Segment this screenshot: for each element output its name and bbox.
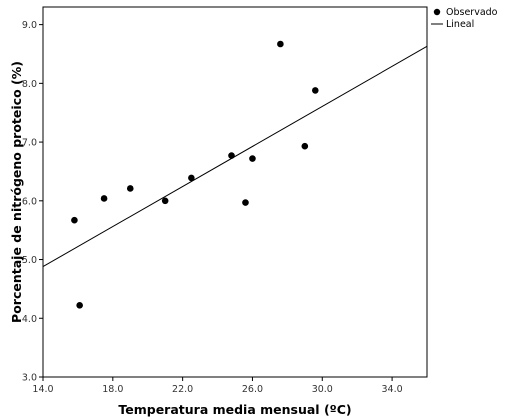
y-tick-label: 6.0 [22,196,37,207]
x-tick-label: 22.0 [172,384,193,395]
data-point-observado [311,87,319,94]
y-tick-label: 8.0 [22,79,37,90]
data-point-observado [100,195,108,202]
y-axis-title: Porcentaje de nitrógeno proteico (%) [9,61,24,323]
data-point-observado [301,142,309,150]
x-axis-title: Temperatura media mensual (ºC) [118,402,351,417]
data-point-observado [249,155,256,162]
fit-line-lineal [42,45,428,268]
x-tick-label: 18.0 [102,384,123,395]
data-point-observado [277,40,284,48]
y-tick-label: 4.0 [22,314,37,325]
y-axis-ticks: 3.0 4.0 5.0 6.0 7.0 8.0 9.0 [22,20,43,384]
data-point-observado [76,302,83,309]
legend-label-lineal: Lineal [446,19,474,30]
data-point-observado [228,152,235,159]
data-point-observado [126,185,134,192]
y-tick-label: 3.0 [22,373,37,384]
y-tick-label: 9.0 [22,20,37,31]
data-point-observado [161,197,169,205]
plot-layer [42,40,428,309]
data-point-observado [188,174,195,182]
legend-label-observado: Observado [446,7,498,18]
legend-marker-observado [433,8,441,16]
y-tick-label: 5.0 [22,255,37,266]
x-tick-label: 30.0 [312,384,333,395]
x-tick-label: 14.0 [32,384,53,395]
x-tick-label: 34.0 [382,384,403,395]
x-tick-label: 26.0 [242,384,263,395]
legend: Observado Lineal [431,7,498,30]
data-point-observado [242,199,249,206]
y-tick-label: 7.0 [22,138,37,149]
data-point-observado [71,216,78,224]
x-axis-ticks: 14.0 18.0 22.0 26.0 30.0 34.0 [32,377,403,395]
plot-frame [42,6,428,378]
